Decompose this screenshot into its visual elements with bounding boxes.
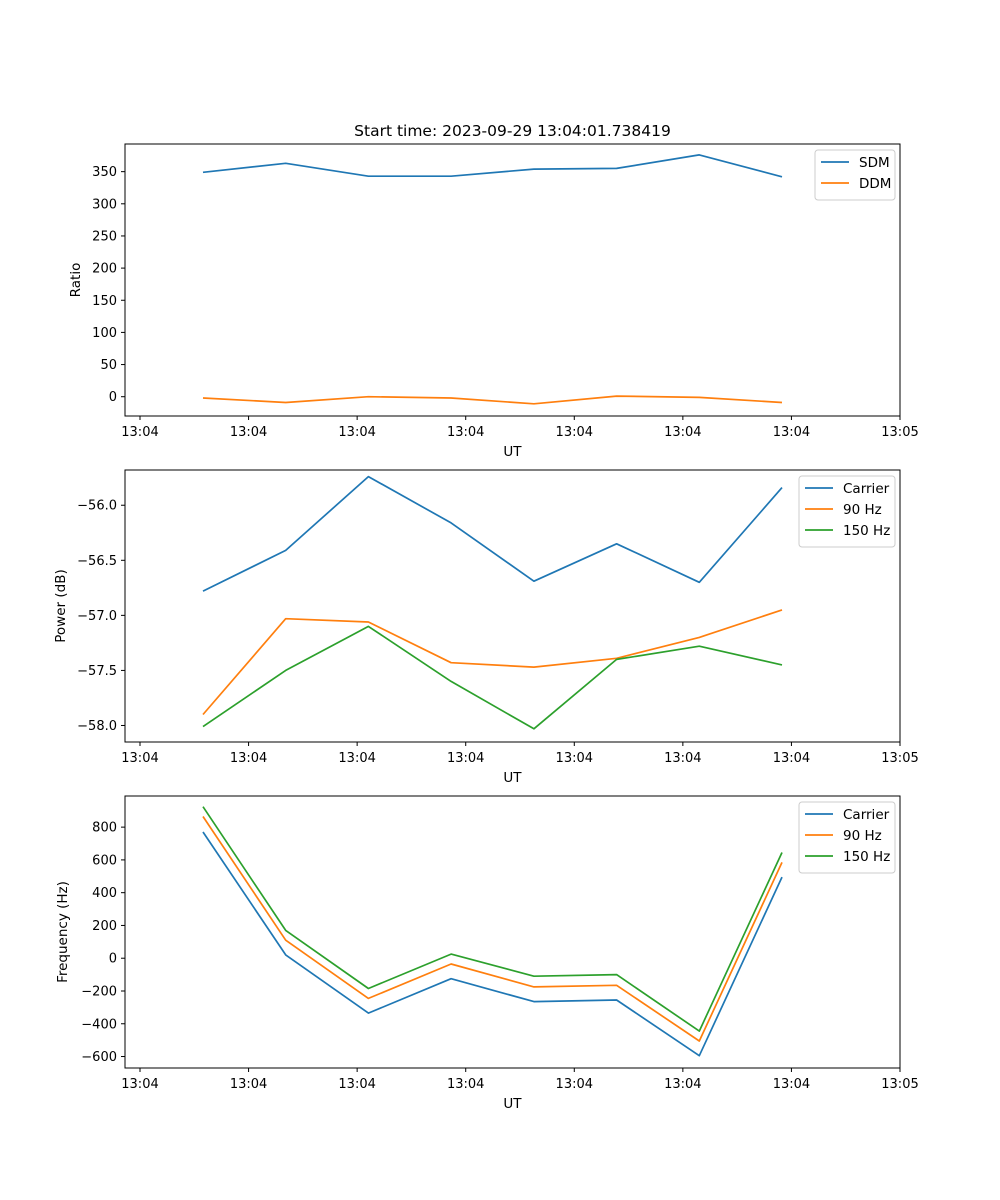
x-axis: 13:04 13:04 13:04 13:04 13:04 13:04 13:04 13:05 (121, 416, 919, 440)
y-tick-label: 0 (109, 390, 117, 405)
series-line-carrier (202, 475, 783, 592)
legend-label: 150 Hz (843, 849, 890, 865)
x-tick-label: 13:04 (556, 751, 593, 766)
plot-area (125, 470, 900, 742)
y-tick-label: 600 (92, 853, 117, 868)
legend-label: 90 Hz (843, 502, 882, 518)
y-tick-label: 150 (92, 294, 117, 309)
x-tick-label: 13:04 (773, 751, 810, 766)
y-tick-label: 300 (92, 197, 117, 212)
y-tick-label: −56.0 (77, 499, 117, 514)
legend: SDM DDM (814, 149, 896, 201)
legend-label: 90 Hz (843, 828, 882, 844)
y-axis: −58.0 −57.5 −57.0 −56.5 −56.0 (77, 499, 125, 734)
x-tick-label: 13:04 (773, 425, 810, 440)
x-tick-label: 13:04 (230, 751, 267, 766)
y-axis-label: Ratio (68, 263, 84, 298)
y-tick-label: 350 (92, 165, 117, 180)
series-lines (202, 154, 783, 405)
y-axis: −600 −400 −200 0 200 400 600 800 (81, 821, 125, 1065)
series-line-sdm (202, 154, 783, 178)
x-tick-label: 13:04 (664, 1077, 701, 1092)
y-tick-label: −56.5 (77, 554, 117, 569)
y-tick-label: −57.0 (77, 609, 117, 624)
legend: Carrier 90 Hz 150 Hz (798, 801, 896, 874)
x-axis-label: UT (503, 1096, 522, 1112)
y-axis-label: Power (dB) (53, 569, 69, 642)
legend-label: Carrier (843, 807, 890, 823)
x-tick-label: 13:04 (773, 1077, 810, 1092)
y-tick-label: 0 (109, 952, 117, 967)
y-axis: 0 50 100 150 200 250 300 350 (92, 165, 125, 405)
x-tick-label: 13:04 (556, 425, 593, 440)
plot-frame (124, 795, 901, 1069)
chart-title: Start time: 2023-09-29 13:04:01.738419 (354, 122, 671, 140)
series-line-carrier (202, 831, 783, 1057)
legend: Carrier 90 Hz 150 Hz (798, 475, 896, 548)
x-tick-label: 13:04 (230, 1077, 267, 1092)
x-tick-label: 13:04 (556, 1077, 593, 1092)
x-tick-label: 13:05 (881, 425, 918, 440)
x-tick-label: 13:05 (881, 1077, 918, 1092)
series-line-90-hz (202, 609, 783, 716)
y-tick-label: 400 (92, 886, 117, 901)
legend-label: DDM (859, 176, 891, 192)
series-line-150-hz (202, 625, 783, 730)
subplot-power: −58.0−57.5−57.0−56.5−56.0 13:04 13:04 13:0… (53, 469, 919, 786)
series-line-150-hz (202, 806, 783, 1032)
x-axis: 13:04 13:04 13:04 13:04 13:04 13:04 13:04 13:05 (121, 742, 919, 766)
plot-frame (124, 469, 901, 743)
y-tick-label: 800 (92, 821, 117, 836)
x-axis-label: UT (503, 770, 522, 786)
x-axis-label: UT (503, 444, 522, 460)
legend-label: 150 Hz (843, 523, 890, 539)
x-tick-label: 13:04 (664, 425, 701, 440)
y-tick-label: −200 (81, 984, 117, 999)
plot-area (125, 796, 900, 1068)
x-tick-label: 13:05 (881, 751, 918, 766)
y-tick-label: 250 (92, 229, 117, 244)
y-tick-label: −600 (81, 1050, 117, 1065)
y-tick-label: 50 (100, 358, 117, 373)
plot-frame (124, 143, 901, 417)
x-tick-label: 13:04 (121, 751, 158, 766)
y-tick-label: −400 (81, 1017, 117, 1032)
legend-label: SDM (859, 155, 890, 171)
y-tick-label: 200 (92, 262, 117, 277)
series-lines (202, 475, 783, 730)
y-tick-label: −57.5 (77, 664, 117, 679)
y-axis-label: Frequency (Hz) (55, 881, 71, 983)
x-tick-label: 13:04 (121, 425, 158, 440)
x-tick-label: 13:04 (447, 1077, 484, 1092)
legend-label: Carrier (843, 481, 890, 497)
plot-area (125, 144, 900, 416)
series-line-ddm (202, 395, 783, 405)
x-tick-label: 13:04 (338, 1077, 375, 1092)
x-tick-label: 13:04 (447, 751, 484, 766)
x-tick-label: 13:04 (230, 425, 267, 440)
x-tick-label: 13:04 (338, 425, 375, 440)
y-tick-label: 200 (92, 919, 117, 934)
x-tick-label: 13:04 (447, 425, 484, 440)
series-lines (202, 806, 783, 1057)
series-line-90-hz (202, 816, 783, 1042)
x-tick-label: 13:04 (338, 751, 375, 766)
x-axis: 13:04 13:04 13:04 13:04 13:04 13:04 13:04 13:05 (121, 1068, 919, 1092)
x-tick-label: 13:04 (121, 1077, 158, 1092)
x-tick-label: 13:04 (664, 751, 701, 766)
y-tick-label: −58.0 (77, 719, 117, 734)
y-tick-label: 100 (92, 326, 117, 341)
